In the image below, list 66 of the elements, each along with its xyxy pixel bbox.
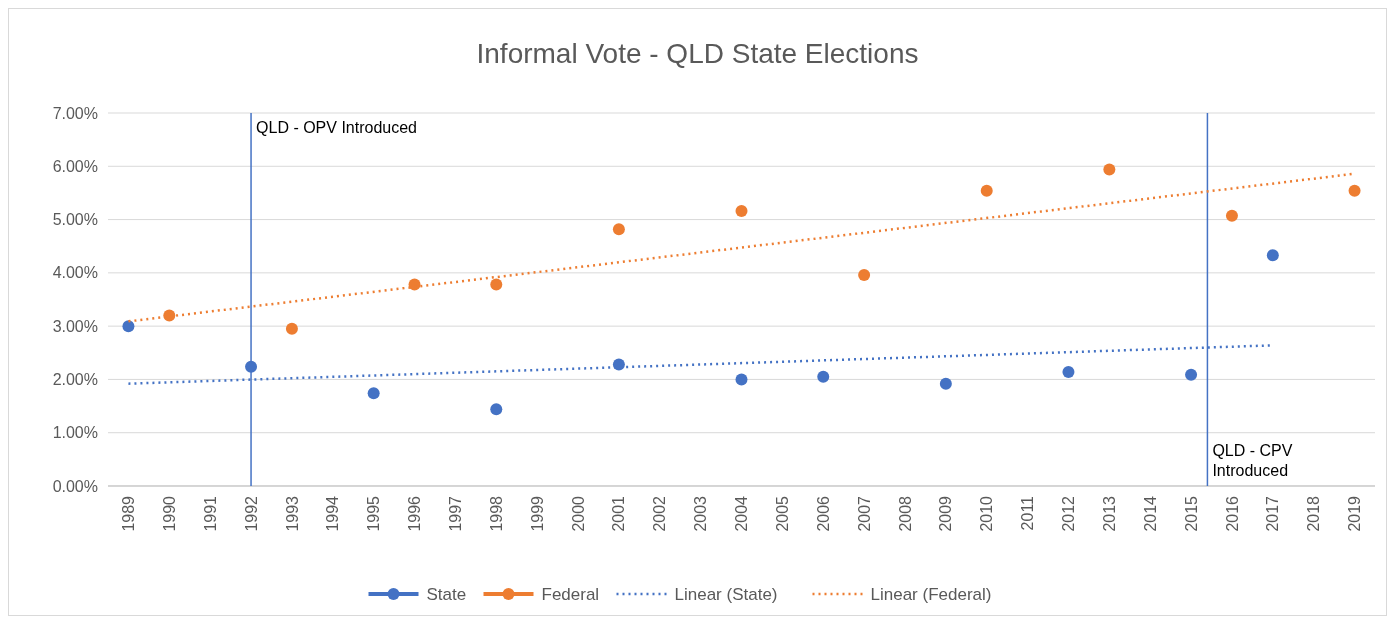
y-tick-label: 6.00% xyxy=(52,157,98,175)
x-tick-label: 2013 xyxy=(1100,495,1118,532)
x-tick-label: 2001 xyxy=(610,495,628,532)
x-tick-label: 2012 xyxy=(1060,495,1078,532)
y-tick-label: 0.00% xyxy=(52,477,98,495)
x-tick-label: 2016 xyxy=(1223,495,1241,532)
legend-label: Linear (State) xyxy=(674,584,778,604)
point xyxy=(122,320,135,333)
point xyxy=(980,184,993,197)
point xyxy=(612,223,625,236)
x-tick-label: 2010 xyxy=(978,495,996,532)
x-tick-label: 2006 xyxy=(814,495,832,532)
chart-title: Informal Vote - QLD State Elections xyxy=(476,38,919,69)
x-tick-label: 1992 xyxy=(242,495,260,532)
point xyxy=(817,370,830,383)
x-tick-label: 1993 xyxy=(283,495,301,532)
x-tick-label: 2008 xyxy=(896,495,914,532)
point xyxy=(408,278,421,291)
point xyxy=(1103,163,1116,176)
point xyxy=(939,377,952,390)
ref-line-label: QLD - OPV Introduced xyxy=(256,119,418,136)
x-tick-label: 1995 xyxy=(365,495,383,532)
x-tick-label: 1999 xyxy=(528,495,546,532)
legend-label: Linear (Federal) xyxy=(870,584,992,604)
x-tick-label: 2005 xyxy=(773,495,791,532)
x-tick-label: 1989 xyxy=(120,495,138,532)
y-tick-label: 7.00% xyxy=(52,104,98,122)
point xyxy=(735,205,748,218)
x-tick-label: 1991 xyxy=(201,495,219,532)
point xyxy=(285,322,298,335)
y-tick-label: 1.00% xyxy=(52,424,98,442)
x-tick-label: 2019 xyxy=(1346,495,1364,532)
point xyxy=(735,373,748,386)
point xyxy=(367,387,380,400)
x-tick-label: 1998 xyxy=(487,495,505,532)
point xyxy=(858,268,871,281)
y-tick-label: 5.00% xyxy=(52,211,98,229)
point xyxy=(490,278,503,291)
x-tick-label: 1994 xyxy=(324,495,342,532)
point xyxy=(490,403,503,416)
x-tick-label: 2015 xyxy=(1182,495,1200,532)
point xyxy=(245,360,258,373)
x-tick-label: 2014 xyxy=(1141,495,1159,532)
y-tick-label: 4.00% xyxy=(52,264,98,282)
x-tick-label: 2007 xyxy=(855,495,873,532)
x-tick-label: 1997 xyxy=(447,495,464,532)
x-tick-label: 2004 xyxy=(733,495,751,532)
ref-line-label: QLD - CPV Introduced xyxy=(1212,442,1293,479)
y-tick-label: 3.00% xyxy=(52,317,98,335)
x-tick-label: 1996 xyxy=(406,495,424,532)
x-tick-label: 2011 xyxy=(1019,495,1037,531)
x-tick-label: 2002 xyxy=(651,495,669,532)
legend-label: State xyxy=(426,584,467,604)
legend-label: Federal xyxy=(541,584,600,604)
point xyxy=(1062,365,1075,378)
point xyxy=(1225,209,1238,222)
x-tick-label: 2003 xyxy=(692,495,710,532)
point xyxy=(1348,184,1361,197)
x-tick-label: 2018 xyxy=(1305,495,1323,532)
x-tick-label: 2017 xyxy=(1264,495,1282,532)
x-tick-label: 2009 xyxy=(937,495,955,532)
y-tick-label: 2.00% xyxy=(52,371,98,389)
point xyxy=(1185,368,1198,381)
x-tick-label: 1990 xyxy=(160,495,178,532)
point xyxy=(1266,249,1279,262)
x-tick-label: 2000 xyxy=(569,495,587,532)
